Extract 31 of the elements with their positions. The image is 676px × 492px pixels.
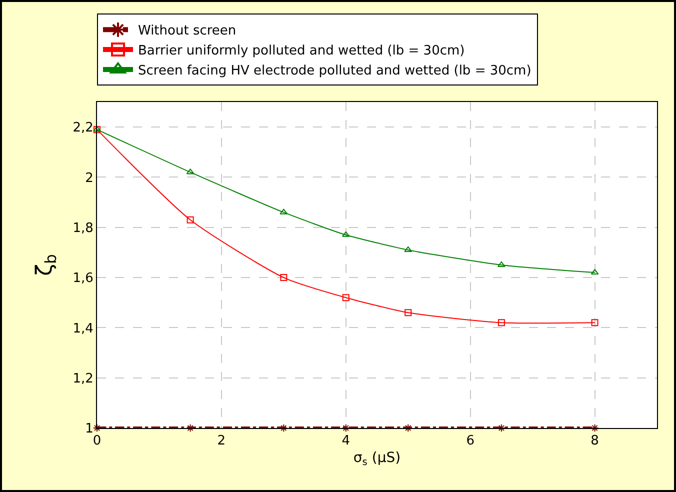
- y-tick-label: 1,2: [72, 371, 94, 386]
- point: [280, 274, 288, 282]
- y-tick-label: 2: [85, 170, 94, 186]
- point: [186, 168, 194, 174]
- x-tick-label: 4: [342, 434, 350, 449]
- point: [404, 309, 412, 316]
- x-tick-label: 2: [217, 434, 226, 449]
- legend-label: Without screen: [138, 24, 236, 39]
- point: [591, 319, 598, 326]
- point: [280, 208, 288, 214]
- y-tick-label: 1,4: [72, 321, 94, 336]
- point: [186, 424, 194, 432]
- legend-label: Barrier uniformly polluted and wetted (lb = 30cm): [138, 44, 465, 59]
- point: [342, 424, 350, 432]
- x-axis-title: σ$_{s}$ (µS): [353, 450, 401, 468]
- y-tick-label: 1,8: [72, 220, 94, 236]
- point: [498, 319, 505, 326]
- point: [590, 424, 599, 432]
- y-tick-label: 1,6: [72, 271, 94, 286]
- y-tick-label: 1: [85, 422, 94, 437]
- x-tick-label: 6: [466, 434, 474, 449]
- point: [342, 231, 350, 237]
- point: [404, 246, 412, 252]
- x-tick-label: 8: [590, 434, 599, 449]
- legend-label: Screen facing HV electrode polluted and wetted (lb = 30cm): [138, 64, 532, 79]
- y-tick-label: 2,2: [72, 120, 94, 136]
- point: [186, 216, 194, 224]
- point: [342, 294, 350, 302]
- x-tick-label: 0: [92, 434, 102, 449]
- point: [590, 269, 599, 275]
- point: [280, 424, 288, 432]
